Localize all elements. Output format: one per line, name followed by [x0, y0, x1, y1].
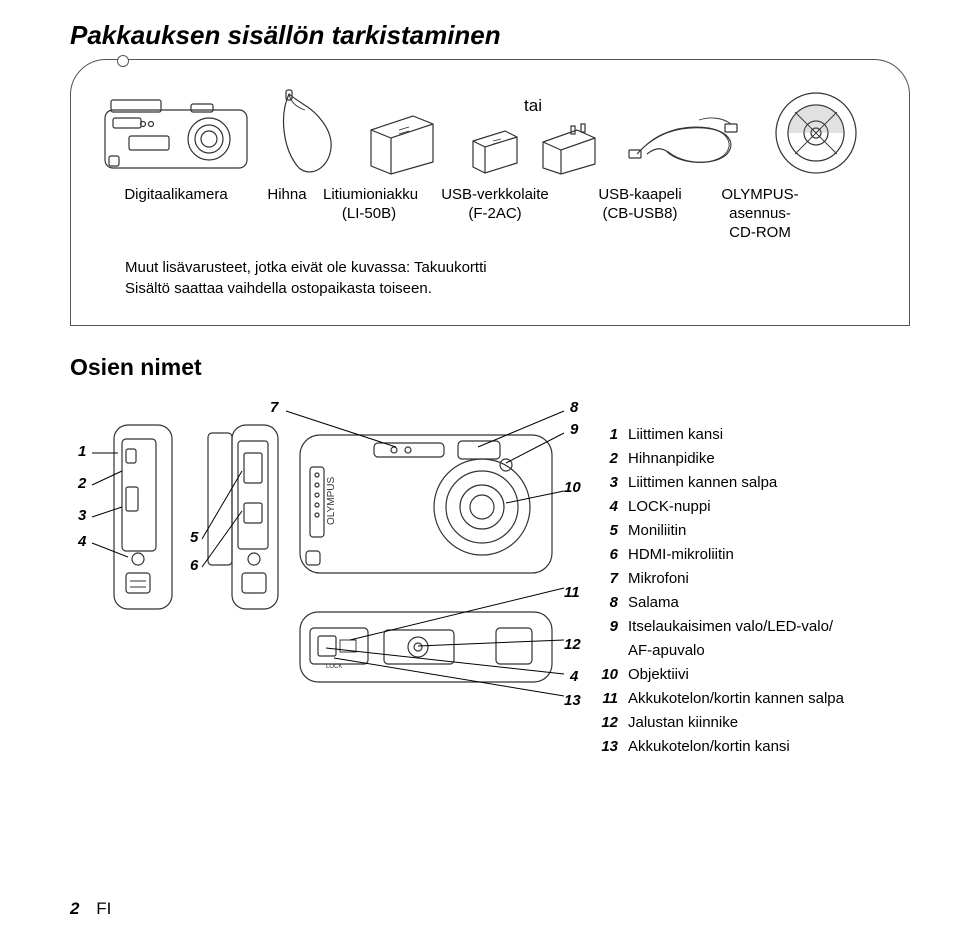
adapter-right-icon	[537, 122, 601, 176]
callout-12: 12	[564, 636, 581, 653]
battery-icon	[365, 110, 439, 176]
cdrom-icon	[773, 90, 859, 176]
callout-13: 13	[564, 692, 581, 709]
legend-row: 13Akkukotelon/kortin kansi	[594, 735, 844, 759]
callout-6: 6	[190, 557, 198, 574]
callouts-bottom	[278, 578, 578, 708]
diagrams: 1 2 3 4 5	[78, 399, 556, 707]
legend-row: 6HDMI-mikroliitin	[594, 543, 844, 567]
legend-row: 7Mikrofoni	[594, 567, 844, 591]
callout-4: 4	[78, 533, 86, 550]
legend-row: 1Liittimen kansi	[594, 423, 844, 447]
item-usb-ac: tai	[465, 96, 601, 176]
usb-cable-icon	[627, 106, 747, 176]
item-camera	[101, 96, 251, 176]
strap-icon	[277, 88, 339, 176]
callout-b4: 4	[570, 668, 578, 685]
note-line1: Muut lisävarusteet, jotka eivät ole kuva…	[125, 259, 487, 276]
contents-frame: tai	[70, 59, 910, 326]
label-usb-cable: USB-kaapeli (CB-USB8)	[575, 186, 705, 242]
callout-10: 10	[564, 479, 581, 496]
page-footer: 2 FI	[70, 899, 111, 919]
adapter-left-icon	[465, 123, 523, 175]
label-usb-ac: USB-verkkolaite (F-2AC)	[415, 186, 575, 242]
legend-row: 8Salama	[594, 591, 844, 615]
legend-row: 12Jalustan kiinnike	[594, 711, 844, 735]
legend-row: 4LOCK-nuppi	[594, 495, 844, 519]
label-camera: Digitaalikamera	[101, 186, 251, 242]
item-cdrom	[773, 90, 859, 176]
camera-icon	[101, 96, 251, 176]
tai-label: tai	[524, 96, 542, 116]
callout-11: 11	[564, 584, 580, 601]
legend-row: 11Akkukotelon/kortin kannen salpa	[594, 687, 844, 711]
labels-row: Digitaalikamera Hihna Litiumioniakku (LI…	[101, 186, 879, 242]
legend-row: 9Itselaukaisimen valo/LED-valo/ AF-apuva…	[594, 615, 844, 663]
callout-7: 7	[270, 399, 278, 416]
accessories-note: Muut lisävarusteet, jotka eivät ole kuva…	[125, 258, 879, 299]
callout-8: 8	[570, 399, 578, 416]
callout-5: 5	[190, 529, 198, 546]
parts-heading: Osien nimet	[70, 354, 910, 381]
items-row: tai	[101, 88, 879, 176]
callouts-mid	[192, 399, 282, 629]
callouts-left	[78, 399, 178, 629]
item-strap	[277, 88, 339, 176]
callout-1: 1	[78, 443, 86, 460]
legend-row: 2Hihnanpidike	[594, 447, 844, 471]
label-cdrom: OLYMPUS- asennus- CD-ROM	[705, 186, 815, 242]
label-battery: Litiumioniakku (LI-50B)	[323, 186, 415, 242]
note-line2: Sisältö saattaa vaihdella ostopaikasta t…	[125, 280, 432, 297]
label-strap: Hihna	[251, 186, 323, 242]
legend-row: 5Moniliitin	[594, 519, 844, 543]
page-title: Pakkauksen sisällön tarkistaminen	[70, 20, 910, 51]
legend-row: 10Objektiivi	[594, 663, 844, 687]
page-lang: FI	[96, 899, 111, 918]
item-usb-cable	[627, 106, 747, 176]
page-number: 2	[70, 899, 79, 918]
callout-2: 2	[78, 475, 86, 492]
item-battery	[365, 110, 439, 176]
callouts-front	[278, 399, 578, 589]
parts-area: 1 2 3 4 5	[78, 399, 910, 759]
parts-legend: 1Liittimen kansi 2Hihnanpidike 3Liittime…	[594, 423, 844, 759]
callout-3: 3	[78, 507, 86, 524]
legend-row: 3Liittimen kannen salpa	[594, 471, 844, 495]
callout-9: 9	[570, 421, 578, 438]
